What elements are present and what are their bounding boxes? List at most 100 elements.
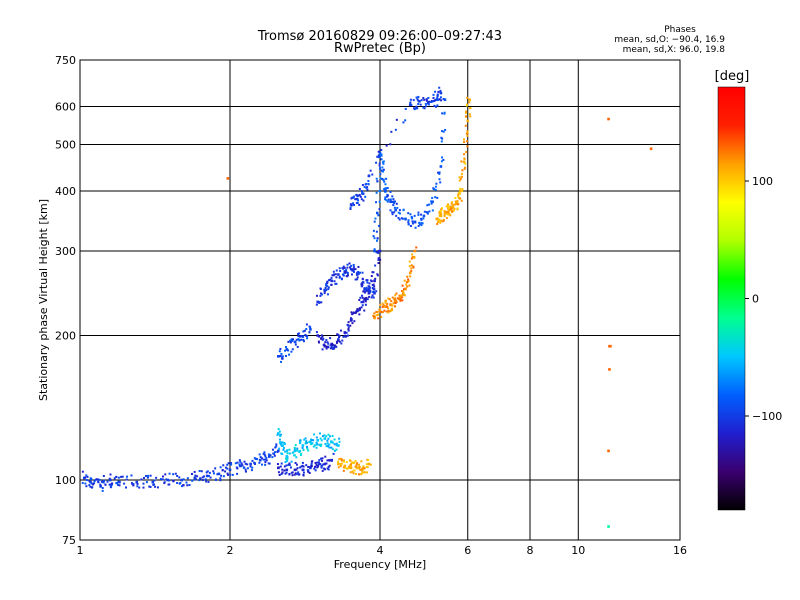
data-point-fill (434, 105, 437, 108)
data-point-fill (385, 144, 388, 147)
data-point-fill (264, 458, 267, 461)
data-point-fill (358, 465, 361, 468)
data-point-fill (388, 298, 391, 301)
data-point (135, 480, 139, 484)
data-point-fill (267, 453, 270, 456)
data-point-fill (410, 257, 413, 260)
data-point (217, 472, 221, 476)
data-point-fill (279, 354, 282, 357)
data-point-fill (98, 478, 101, 481)
data-point-fill (350, 264, 353, 267)
data-point-fill (409, 271, 412, 274)
data-point-fill (342, 265, 345, 268)
data-point-fill (360, 190, 363, 193)
data-point-fill (409, 98, 412, 101)
data-point-fill (352, 203, 355, 206)
data-point-fill (348, 465, 351, 468)
data-point-fill (316, 443, 319, 446)
data-point-fill (244, 468, 247, 471)
data-point-fill (331, 441, 334, 444)
data-point-fill (366, 298, 369, 301)
data-point-fill (384, 301, 387, 304)
data-point-fill (202, 475, 205, 478)
data-point-fill (291, 451, 294, 454)
data-point-fill (219, 466, 222, 469)
data-point-fill (320, 466, 323, 469)
data-point-fill (363, 288, 366, 291)
data-point-fill (371, 284, 374, 287)
data-point-fill (315, 446, 318, 449)
data-point (285, 455, 289, 458)
data-point-fill (410, 104, 413, 107)
data-point-fill (393, 305, 396, 308)
data-point-fill (443, 210, 446, 213)
data-point-fill (423, 98, 426, 101)
data-point-fill (464, 166, 467, 169)
data-point-fill (437, 171, 440, 174)
data-point-fill (392, 201, 395, 204)
data-point-fill (287, 340, 290, 343)
data-point-fill (205, 471, 208, 474)
data-point-fill (115, 475, 118, 478)
data-point-fill (190, 473, 193, 476)
data-point-fill (347, 321, 350, 324)
data-point-fill (331, 347, 334, 350)
data-point-fill (433, 104, 436, 107)
data-point-fill (367, 183, 370, 186)
data-point-fill (393, 300, 396, 303)
data-point-fill (347, 326, 350, 329)
data-point-fill (351, 269, 354, 272)
data-point-fill (366, 471, 369, 474)
data-point-fill (340, 458, 343, 461)
data-point-fill (365, 187, 368, 190)
data-point-fill (377, 258, 380, 261)
data-point-fill (373, 315, 376, 318)
data-point-fill (303, 329, 306, 332)
data-point-fill (280, 360, 283, 363)
data-point-fill (293, 473, 296, 476)
data-point-fill (275, 445, 278, 448)
data-point-fill (212, 470, 215, 473)
data-point (355, 309, 359, 313)
data-point-fill (299, 441, 302, 444)
data-point-fill (315, 303, 318, 306)
data-point-fill (239, 460, 242, 463)
data-point-fill (328, 464, 331, 467)
data-point-fill (132, 483, 135, 486)
data-point-fill (279, 441, 282, 444)
data-point-fill (313, 444, 316, 447)
data-point-fill (391, 195, 394, 198)
data-point-fill (371, 294, 374, 297)
data-point-fill (334, 273, 337, 276)
data-point-fill (415, 96, 418, 99)
data-point-fill (284, 450, 287, 453)
data-point-fill (269, 454, 272, 457)
data-point-fill (391, 307, 394, 310)
data-point-fill (466, 134, 469, 137)
data-point-fill (288, 464, 291, 467)
data-point-fill (449, 208, 452, 211)
data-point-fill (338, 458, 341, 461)
data-point-fill (164, 473, 167, 476)
data-point-fill (249, 465, 252, 468)
data-point-fill (446, 203, 449, 206)
data-point-fill (378, 200, 381, 203)
data-point-fill (460, 172, 463, 175)
data-point-fill (381, 177, 384, 180)
y-tick-label: 600 (55, 101, 76, 114)
data-point-fill (168, 479, 171, 482)
data-point-fill (379, 303, 382, 306)
data-point-fill (382, 162, 385, 165)
data-point-fill (379, 173, 382, 176)
data-point-fill (464, 124, 467, 127)
data-point-fill (384, 183, 387, 186)
data-point-fill (451, 203, 454, 206)
data-point-fill (153, 479, 156, 482)
data-point-fill (335, 442, 338, 445)
data-point-fill (324, 341, 327, 344)
data-point-fill (385, 199, 388, 202)
data-point-fill (265, 459, 268, 462)
data-point-fill (349, 206, 352, 209)
data-point-fill (394, 298, 397, 301)
y-axis-label: Stationary phase Virtual Height [km] (37, 199, 50, 401)
